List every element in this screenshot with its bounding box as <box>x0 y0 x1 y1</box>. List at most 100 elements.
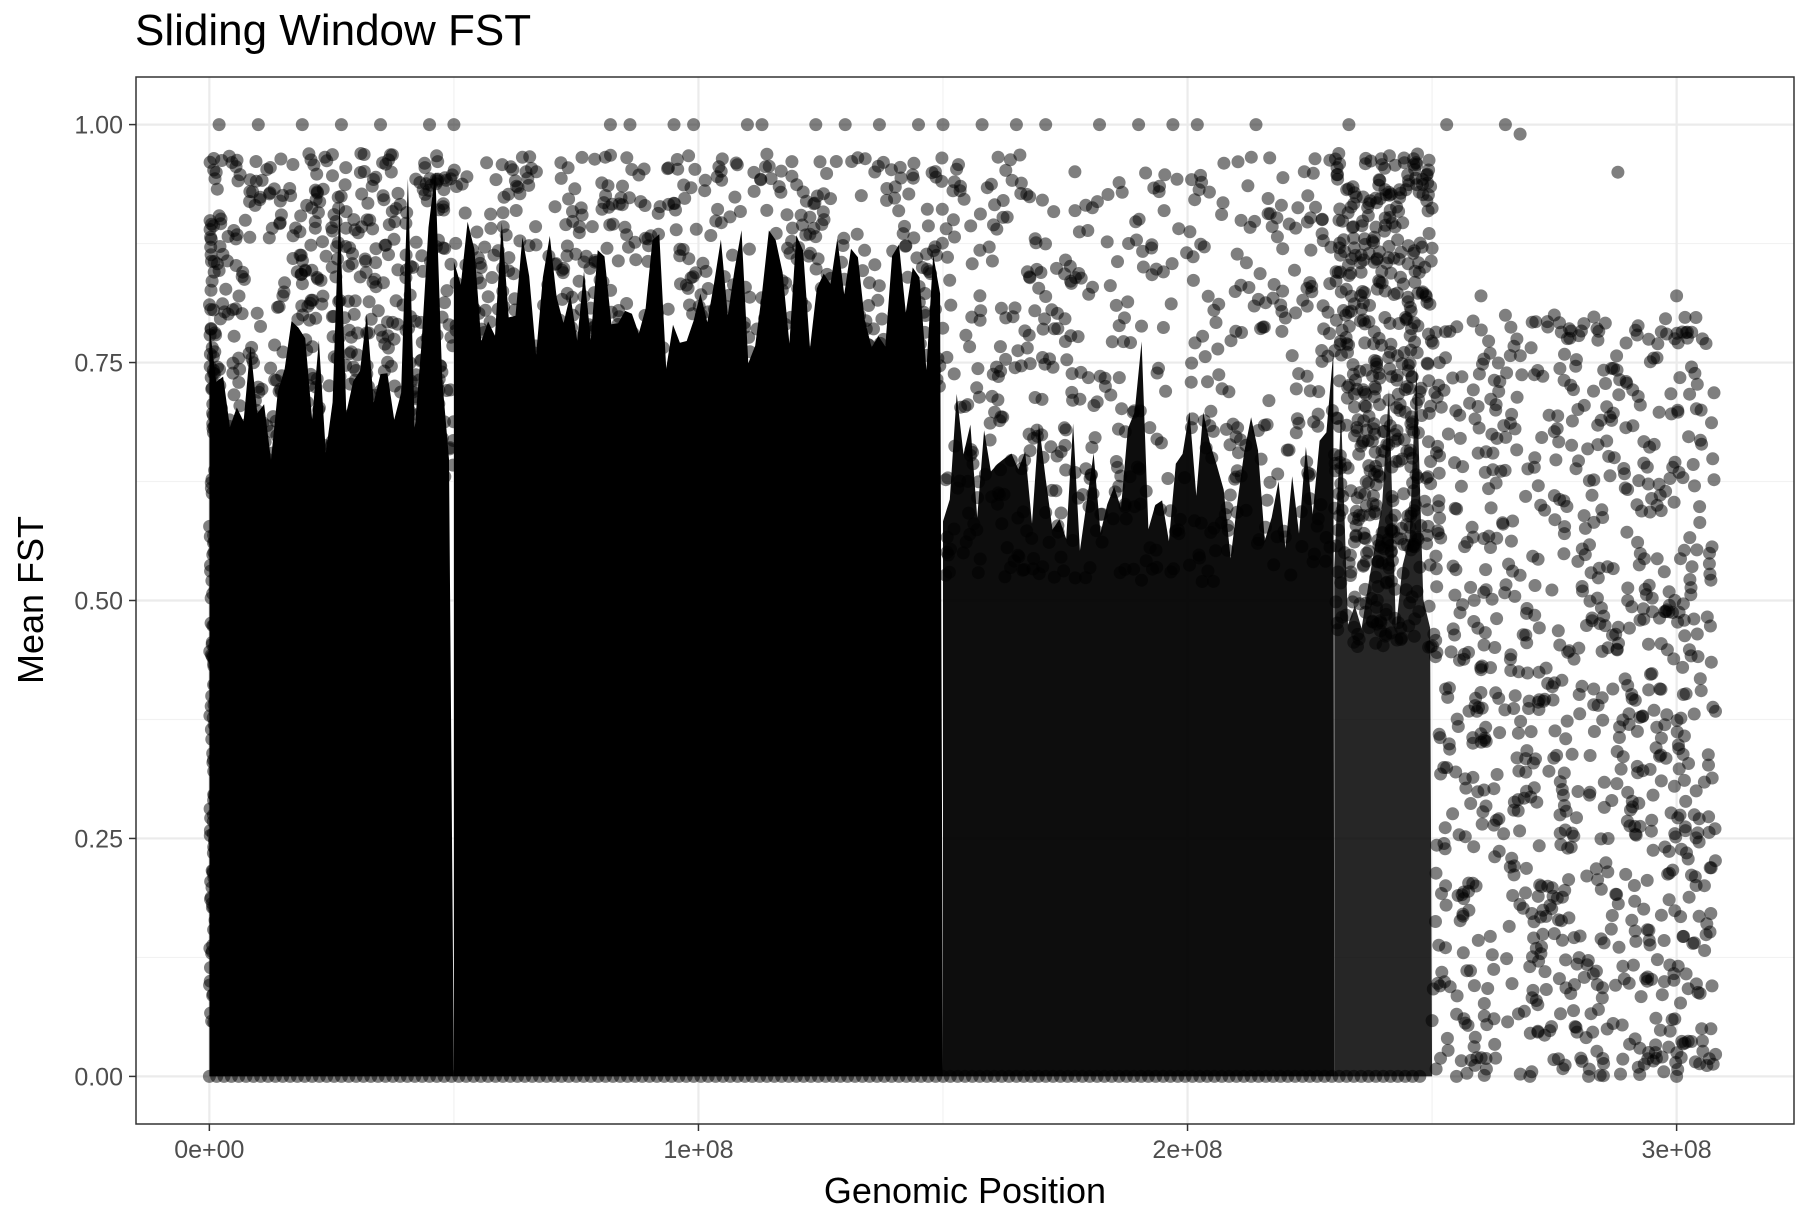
data-point <box>205 896 219 910</box>
data-point <box>770 371 784 385</box>
y-tick-label: 0.25 <box>74 825 123 853</box>
data-point <box>471 352 485 366</box>
data-point <box>1633 547 1647 560</box>
data-point <box>694 288 708 302</box>
data-point <box>1342 269 1356 282</box>
data-point <box>760 296 773 310</box>
data-point <box>1519 861 1533 875</box>
data-point <box>326 330 340 344</box>
data-point <box>1693 500 1707 514</box>
data-point <box>941 250 954 264</box>
data-point <box>1157 204 1171 218</box>
data-point <box>489 173 503 187</box>
data-point <box>610 381 624 395</box>
data-point <box>327 350 341 364</box>
data-point <box>1660 643 1674 657</box>
data-point <box>1401 290 1415 304</box>
data-point <box>1647 703 1661 717</box>
data-point <box>1166 118 1180 132</box>
data-point <box>754 172 768 186</box>
data-point <box>351 473 364 487</box>
data-point <box>902 187 916 201</box>
data-point <box>1614 762 1628 776</box>
data-point <box>1373 192 1387 206</box>
data-point <box>404 310 417 324</box>
data-point <box>868 258 882 272</box>
data-point <box>1558 883 1572 897</box>
data-point <box>1525 907 1539 920</box>
data-point <box>1583 785 1597 799</box>
data-point <box>1485 948 1499 962</box>
data-point <box>920 202 934 216</box>
data-point <box>1000 541 1014 555</box>
data-point <box>1662 866 1676 880</box>
data-point <box>1034 266 1048 279</box>
data-point <box>1500 952 1514 966</box>
data-point <box>1391 387 1405 401</box>
data-point <box>1367 236 1381 250</box>
data-point <box>958 400 972 413</box>
data-point <box>1350 424 1364 438</box>
data-point <box>733 205 747 218</box>
data-point <box>1532 703 1546 716</box>
data-point <box>1693 672 1707 686</box>
data-point <box>1474 323 1488 337</box>
data-point <box>1314 498 1328 512</box>
data-point <box>207 840 221 854</box>
data-point <box>1489 686 1503 700</box>
data-point <box>1068 204 1082 218</box>
data-point <box>1493 726 1507 740</box>
data-point <box>1435 887 1448 900</box>
axes: 0e+00 1e+08 2e+08 3e+080.000.250.500.751.00 <box>74 112 1711 1164</box>
data-point <box>484 207 498 221</box>
data-point <box>1390 633 1404 647</box>
data-point <box>218 305 232 319</box>
data-point <box>1570 811 1583 825</box>
data-point <box>434 359 448 373</box>
data-point <box>1703 546 1716 560</box>
data-point <box>973 207 987 221</box>
data-point <box>1521 462 1535 476</box>
data-point <box>265 446 279 460</box>
data-point <box>743 290 757 304</box>
data-point <box>1193 551 1206 565</box>
data-point <box>418 156 432 170</box>
data-point <box>1553 808 1567 822</box>
data-point <box>1526 549 1540 563</box>
data-point <box>1616 750 1630 764</box>
data-point <box>954 179 967 193</box>
data-point <box>1498 308 1512 322</box>
data-point <box>1403 300 1417 314</box>
data-point <box>1631 766 1645 780</box>
data-point <box>1578 521 1592 535</box>
data-point <box>1347 231 1361 245</box>
data-point <box>1315 344 1329 357</box>
data-point <box>226 366 240 380</box>
data-point <box>1135 319 1148 333</box>
data-point <box>360 367 374 381</box>
data-point <box>1523 1069 1537 1083</box>
data-point <box>304 466 318 480</box>
data-point <box>289 330 303 344</box>
data-point <box>1035 193 1049 207</box>
data-point <box>1558 347 1571 361</box>
data-point <box>319 472 333 486</box>
data-point <box>618 220 632 234</box>
data-point <box>1321 305 1335 319</box>
data-point <box>1217 156 1231 170</box>
data-point <box>1650 552 1664 566</box>
data-point <box>1371 554 1385 568</box>
data-point <box>1577 970 1591 984</box>
data-point <box>900 345 913 359</box>
data-point <box>1108 485 1122 499</box>
data-point <box>1118 500 1132 514</box>
data-point <box>1505 407 1519 421</box>
data-point <box>1139 554 1153 568</box>
data-point <box>1596 511 1610 524</box>
data-point <box>245 352 259 365</box>
data-point <box>1482 334 1496 348</box>
data-point <box>403 405 417 418</box>
data-point <box>1513 568 1527 582</box>
data-point <box>919 348 933 362</box>
data-point <box>1523 1026 1537 1040</box>
